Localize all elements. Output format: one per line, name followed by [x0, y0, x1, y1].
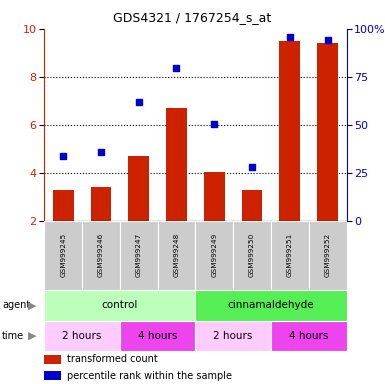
- Bar: [166, 108, 187, 221]
- Bar: [128, 156, 149, 221]
- Text: 4 hours: 4 hours: [289, 331, 328, 341]
- Bar: [280, 41, 300, 221]
- Text: GSM999247: GSM999247: [136, 233, 142, 278]
- Text: control: control: [102, 300, 138, 310]
- Bar: [44, 371, 61, 380]
- Bar: [196, 321, 271, 351]
- Point: [136, 99, 142, 105]
- Bar: [196, 221, 233, 290]
- Bar: [53, 190, 74, 221]
- Bar: [196, 290, 346, 321]
- Point: [249, 164, 255, 170]
- Point: [211, 121, 218, 127]
- Bar: [157, 221, 195, 290]
- Bar: [44, 290, 196, 321]
- Text: GSM999246: GSM999246: [98, 233, 104, 278]
- Text: agent: agent: [2, 300, 30, 310]
- Text: GSM999250: GSM999250: [249, 233, 255, 278]
- Bar: [233, 221, 271, 290]
- Bar: [271, 321, 346, 351]
- Text: 4 hours: 4 hours: [138, 331, 177, 341]
- Bar: [44, 221, 82, 290]
- Text: ▶: ▶: [28, 331, 36, 341]
- Bar: [271, 221, 309, 290]
- Text: GDS4321 / 1767254_s_at: GDS4321 / 1767254_s_at: [113, 12, 272, 25]
- Bar: [44, 321, 120, 351]
- Bar: [90, 187, 111, 221]
- Text: 2 hours: 2 hours: [62, 331, 102, 341]
- Text: time: time: [2, 331, 24, 341]
- Bar: [44, 355, 61, 364]
- Text: GSM999252: GSM999252: [325, 233, 331, 278]
- Point: [60, 153, 66, 159]
- Bar: [120, 221, 157, 290]
- Bar: [309, 221, 346, 290]
- Text: ▶: ▶: [28, 300, 36, 310]
- Text: percentile rank within the sample: percentile rank within the sample: [67, 371, 232, 381]
- Bar: [82, 221, 120, 290]
- Text: GSM999249: GSM999249: [211, 233, 217, 278]
- Bar: [120, 321, 196, 351]
- Point: [287, 34, 293, 40]
- Bar: [204, 172, 225, 221]
- Text: 2 hours: 2 hours: [213, 331, 253, 341]
- Text: GSM999245: GSM999245: [60, 233, 66, 278]
- Text: transformed count: transformed count: [67, 354, 158, 364]
- Point: [173, 65, 179, 71]
- Bar: [242, 190, 263, 221]
- Text: cinnamaldehyde: cinnamaldehyde: [228, 300, 314, 310]
- Bar: [317, 43, 338, 221]
- Text: GSM999248: GSM999248: [174, 233, 179, 278]
- Text: GSM999251: GSM999251: [287, 233, 293, 278]
- Point: [325, 36, 331, 43]
- Point: [98, 149, 104, 156]
